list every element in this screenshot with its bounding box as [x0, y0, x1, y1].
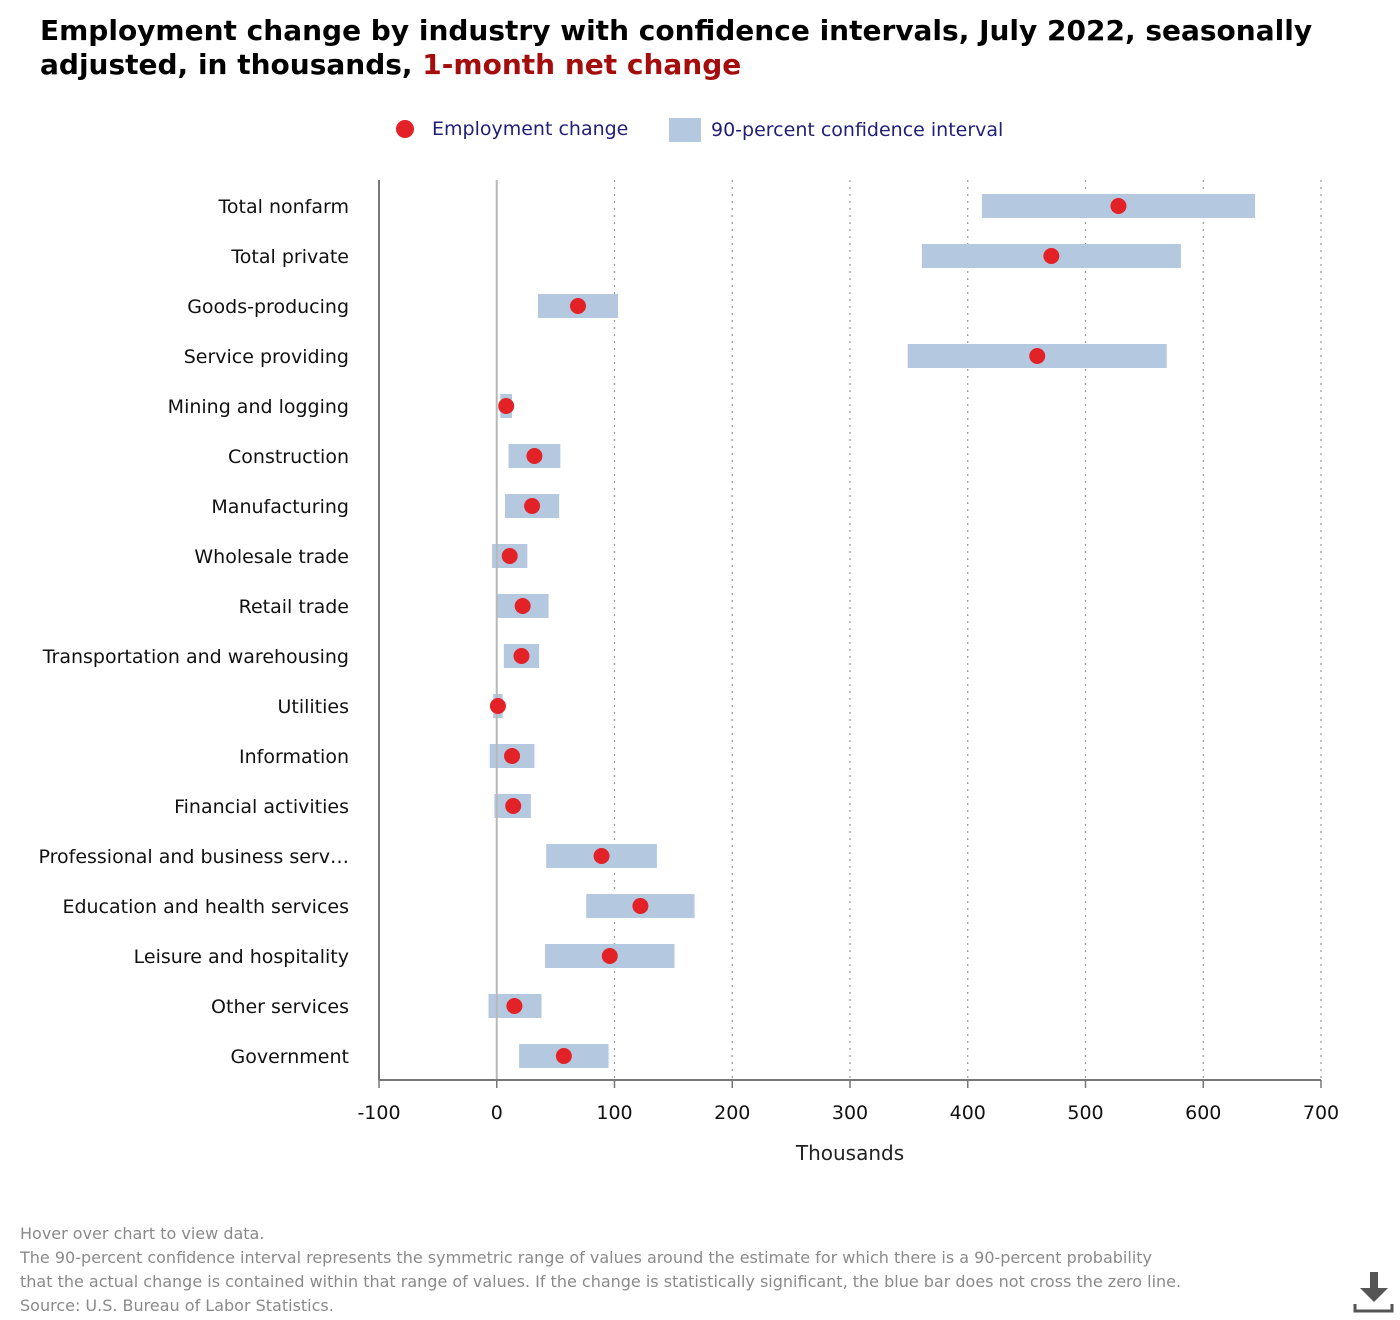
- chart-plot[interactable]: Total nonfarm Total private Goods-producin…: [0, 160, 1400, 1170]
- x-axis-title: Thousands: [795, 1141, 904, 1165]
- point-8: [514, 598, 531, 614]
- x-tick-label-0: 0: [491, 1102, 503, 1124]
- x-tick-label-100: 100: [596, 1102, 632, 1124]
- note-ci-1: The 90-percent confidence interval repre…: [20, 1248, 1152, 1267]
- legend-label-confidence-interval: 90-percent confidence interval: [711, 119, 1004, 141]
- legend-item-employment-change[interactable]: Employment change: [396, 118, 628, 140]
- category-label-5: Construction: [228, 446, 349, 468]
- point-6: [524, 498, 541, 514]
- x-tick-label-400: 400: [950, 1102, 986, 1124]
- legend-box-icon: [669, 118, 701, 142]
- chart-title-main: Employment change by industry with confi…: [40, 14, 1313, 81]
- chart-title-highlight: 1-month net change: [422, 48, 742, 81]
- category-label-6: Manufacturing: [211, 496, 349, 518]
- x-tick-label-200: 200: [714, 1102, 750, 1124]
- point-0: [1110, 198, 1127, 214]
- point-3: [1029, 348, 1046, 364]
- x-tick-label-600: 600: [1185, 1102, 1221, 1124]
- category-label-3: Service providing: [184, 346, 349, 368]
- category-label-17: Government: [231, 1046, 350, 1068]
- category-label-10: Utilities: [277, 696, 349, 718]
- legend-label-employment-change: Employment change: [432, 118, 629, 140]
- confidence-interval-bars: [488, 194, 1256, 1068]
- chart-legend: Employment change 90-percent confidence …: [0, 118, 1400, 152]
- chart-notes: Hover over chart to view data. The 90-pe…: [20, 1222, 1320, 1318]
- category-label-2: Goods-producing: [187, 296, 349, 318]
- category-label-4: Mining and logging: [168, 396, 349, 418]
- category-labels: Total nonfarm Total private Goods-producin…: [38, 196, 349, 1068]
- point-10: [489, 698, 506, 714]
- legend-item-confidence-interval[interactable]: 90-percent confidence interval: [669, 118, 1003, 142]
- x-tick-label-300: 300: [832, 1102, 868, 1124]
- point-1: [1043, 248, 1060, 264]
- chart-title: Employment change by industry with confi…: [40, 14, 1370, 82]
- category-label-7: Wholesale trade: [194, 546, 349, 568]
- employment-change-points: [489, 198, 1127, 1064]
- point-17: [555, 1048, 572, 1064]
- point-9: [513, 648, 530, 664]
- chart-gridlines: [613, 180, 1322, 1080]
- note-hover: Hover over chart to view data.: [20, 1224, 265, 1243]
- category-label-8: Retail trade: [239, 596, 349, 618]
- category-label-0: Total nonfarm: [218, 196, 349, 218]
- point-13: [593, 848, 610, 864]
- category-label-16: Other services: [211, 996, 349, 1018]
- category-label-9: Transportation and warehousing: [42, 646, 349, 668]
- x-tick-labels: -100 0 100 200 300 400 500 600 700: [357, 1102, 1339, 1124]
- note-ci-2: that the actual change is contained with…: [20, 1272, 1182, 1291]
- x-tick-label--100: -100: [357, 1102, 400, 1124]
- point-15: [601, 948, 618, 964]
- category-label-13: Professional and business serv…: [38, 846, 349, 868]
- legend-dot-icon: [396, 120, 414, 138]
- point-7: [501, 548, 518, 564]
- point-2: [569, 298, 586, 314]
- category-label-15: Leisure and hospitality: [134, 946, 349, 968]
- chart-axes: [378, 180, 1322, 1088]
- point-12: [505, 798, 522, 814]
- download-button[interactable]: [1352, 1270, 1394, 1314]
- category-label-11: Information: [239, 746, 349, 768]
- point-14: [632, 898, 649, 914]
- download-icon: [1353, 1272, 1394, 1313]
- category-label-14: Education and health services: [62, 896, 349, 918]
- point-16: [506, 998, 523, 1014]
- note-source: Source: U.S. Bureau of Labor Statistics.: [20, 1296, 334, 1315]
- point-5: [526, 448, 543, 464]
- category-label-12: Financial activities: [174, 796, 349, 818]
- point-4: [498, 398, 515, 414]
- x-tick-label-500: 500: [1067, 1102, 1103, 1124]
- point-11: [504, 748, 521, 764]
- category-label-1: Total private: [230, 246, 349, 268]
- x-tick-label-700: 700: [1303, 1102, 1339, 1124]
